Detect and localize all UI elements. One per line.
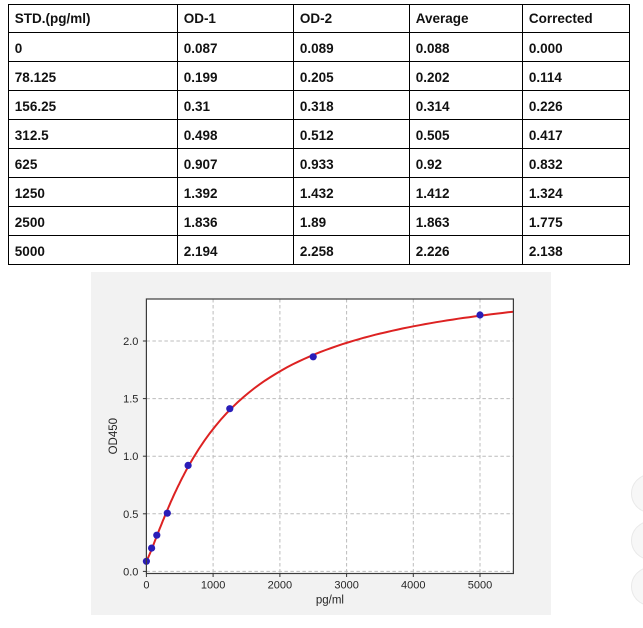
svg-text:0.5: 0.5 — [123, 508, 138, 520]
svg-text:2000: 2000 — [268, 579, 292, 591]
svg-text:2.0: 2.0 — [123, 336, 138, 348]
svg-text:pg/ml: pg/ml — [316, 594, 344, 606]
svg-text:3000: 3000 — [335, 579, 359, 591]
svg-text:OD450: OD450 — [108, 417, 120, 453]
svg-text:0.0: 0.0 — [123, 566, 138, 578]
svg-text:0: 0 — [144, 579, 150, 591]
svg-text:5000: 5000 — [468, 579, 492, 591]
svg-text:1.5: 1.5 — [123, 393, 138, 405]
svg-text:1000: 1000 — [201, 579, 225, 591]
svg-text:1.0: 1.0 — [123, 451, 138, 463]
svg-text:4000: 4000 — [401, 579, 425, 591]
